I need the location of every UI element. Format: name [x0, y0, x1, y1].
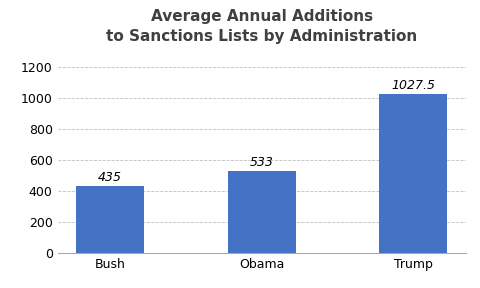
- Text: 1027.5: 1027.5: [391, 79, 435, 92]
- Text: 435: 435: [98, 171, 122, 184]
- Bar: [379, 94, 447, 253]
- Title: Average Annual Additions
to Sanctions Lists by Administration: Average Annual Additions to Sanctions Li…: [106, 9, 417, 44]
- Bar: [76, 186, 144, 253]
- Bar: [228, 171, 296, 253]
- Text: 533: 533: [250, 156, 274, 169]
